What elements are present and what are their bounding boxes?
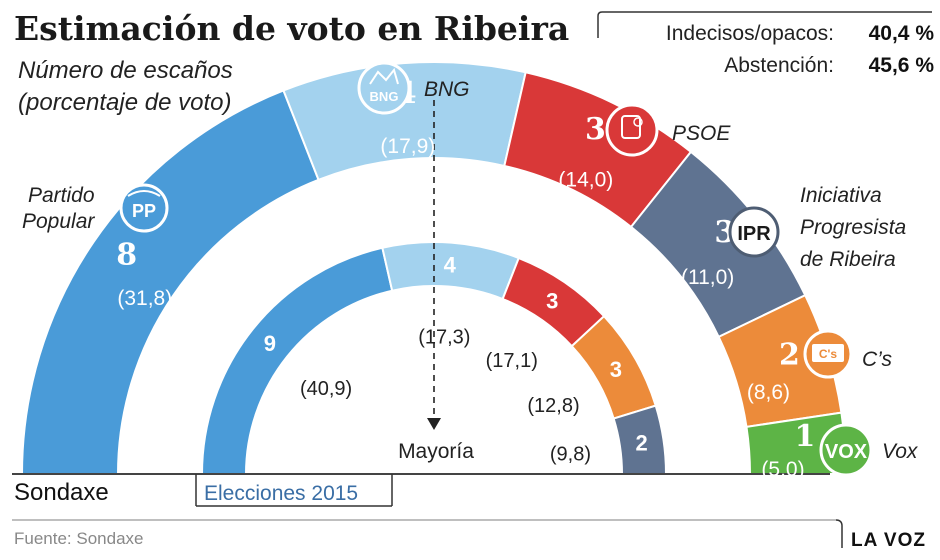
inner-ring-percent-label-cs: (12,8) xyxy=(527,395,579,417)
inner-ring-seat-label-pp: 9 xyxy=(264,331,276,356)
outer-labels: 8 (31,8) 4 (17,9) 3 (14,0) 3 (11,0) 2 (8,6)1 (5,0) xyxy=(116,76,815,481)
ipr-logo-icon: IPR xyxy=(728,206,780,258)
party-name-pp-1: Partido xyxy=(28,184,95,207)
party-name-bng: BNG xyxy=(424,78,470,101)
indecisos-value: 40,4 % xyxy=(869,22,935,45)
pp-logo-icon: PP xyxy=(119,183,169,233)
bng-badge-text: BNG xyxy=(370,89,399,104)
inner-ring-seat-label-cs: 3 xyxy=(610,357,622,382)
inner-ring-percent-label-pp: (40,9) xyxy=(300,378,352,400)
inner-ring-percent-label-ipr: (9,8) xyxy=(550,443,591,465)
party-name-pp-2: Popular xyxy=(22,210,95,233)
stats-bracket xyxy=(597,11,932,38)
subtitle-line-2: (porcentaje de voto) xyxy=(18,89,231,116)
cs-logo-icon: C's xyxy=(803,329,853,379)
majority-arrow xyxy=(427,418,441,430)
inner-labels: 9 (40,9) 4 (17,3) 3 (17,1) 3 (12,8) 2 (9,8) xyxy=(264,253,648,466)
outer-ring-percent-label-ipr: (11,0) xyxy=(681,266,734,289)
outer-ring-seat-label-vox: 1 xyxy=(795,419,816,454)
inner-ring-segment-pp xyxy=(200,246,394,475)
abstencion-label: Abstención: xyxy=(724,54,834,77)
majority-label: Mayoría xyxy=(398,440,474,463)
outer-ring-seat-label-psoe: 3 xyxy=(585,112,606,147)
vox-badge-text: VOX xyxy=(825,441,868,463)
party-name-vox: Vox xyxy=(882,440,919,463)
source-text: Fuente: Sondaxe xyxy=(14,529,143,548)
outer-ring-seat-label-cs: 2 xyxy=(779,337,800,372)
party-name-ipr-2: Progresista xyxy=(800,216,906,239)
subtitle-line-1: Número de escaños xyxy=(18,57,233,84)
brand-logo: LA VOZ xyxy=(851,530,926,551)
vox-logo-icon: VOX xyxy=(819,423,873,477)
inner-ring-seat-label-bng: 4 xyxy=(444,253,457,278)
party-name-ipr-1: Iniciativa xyxy=(800,184,882,207)
inner-ring-seat-label-ipr: 2 xyxy=(636,431,648,456)
outer-ring-segment-pp xyxy=(20,89,320,475)
footer-inner-label: Elecciones 2015 xyxy=(204,482,358,505)
party-name-cs: C’s xyxy=(862,348,892,371)
cs-badge-text: C's xyxy=(819,347,838,361)
pp-badge-text: PP xyxy=(132,201,156,221)
bng-logo-icon: BNG xyxy=(357,61,411,115)
outer-ring-percent-label-psoe: (14,0) xyxy=(558,169,613,192)
outer-ring-seat-label-pp: 8 xyxy=(116,237,137,272)
outer-ring-percent-label-pp: (31,8) xyxy=(117,287,172,310)
inner-ring-seat-label-psoe: 3 xyxy=(546,288,558,313)
outer-ring-percent-label-cs: (8,6) xyxy=(747,381,790,404)
outer-ring-percent-label-bng: (17,9) xyxy=(380,135,435,158)
psoe-logo-icon xyxy=(605,103,659,157)
inner-ring-percent-label-psoe: (17,1) xyxy=(486,350,538,372)
inner-ring-percent-label-bng: (17,3) xyxy=(418,326,470,348)
indecisos-label: Indecisos/opacos: xyxy=(666,22,834,45)
footer-outer-label: Sondaxe xyxy=(14,479,109,506)
outer-ring-percent-label-vox: (5,0) xyxy=(761,458,804,481)
ipr-badge-text: IPR xyxy=(737,223,771,245)
inner-ring-2015 xyxy=(200,241,668,475)
abstencion-value: 45,6 % xyxy=(869,54,935,77)
party-name-psoe: PSOE xyxy=(672,122,731,145)
footer-bracket xyxy=(835,519,843,548)
chart-title: Estimación de voto en Ribeira xyxy=(14,9,569,48)
party-name-ipr-3: de Ribeira xyxy=(800,248,896,271)
